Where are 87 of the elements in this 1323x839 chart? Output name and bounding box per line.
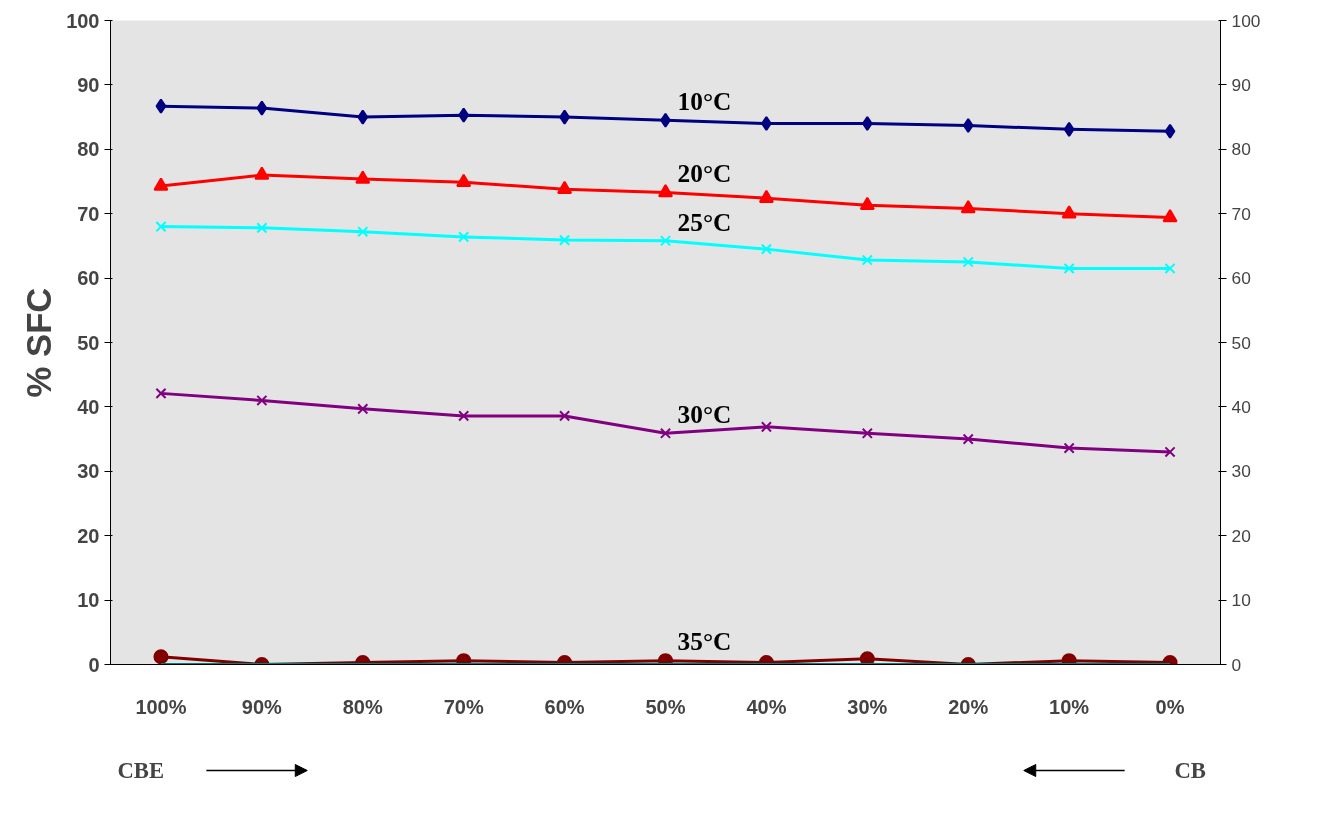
point	[962, 256, 974, 268]
text: CB	[1174, 758, 1206, 783]
text: CBE	[117, 758, 165, 783]
point	[962, 117, 974, 133]
point	[1164, 446, 1176, 458]
point	[458, 107, 470, 123]
y2-tick-label: 60	[1231, 268, 1251, 289]
x-tick-label: 0%	[1155, 695, 1185, 718]
point	[153, 649, 169, 665]
point	[659, 235, 672, 247]
point	[357, 226, 369, 238]
point	[155, 98, 167, 114]
y-tick-label: 90	[77, 73, 100, 96]
y2-tick-label: 20	[1231, 525, 1251, 546]
y-axis-title: % SFC	[20, 287, 59, 398]
point	[557, 180, 573, 194]
point	[962, 433, 974, 445]
point	[558, 410, 571, 422]
y-tick-label: 20	[77, 524, 100, 547]
y-tick-label: 30	[77, 460, 100, 483]
y-tick-label: 80	[77, 138, 100, 161]
point	[859, 196, 875, 211]
point	[861, 116, 873, 132]
x-tick-label: 40%	[746, 695, 787, 718]
point	[658, 653, 673, 665]
y2-tick-label: 90	[1231, 74, 1251, 95]
point	[1061, 653, 1077, 665]
y2-tick-label: 10	[1231, 590, 1251, 611]
y2-tick-label: 100	[1231, 10, 1261, 31]
point	[758, 189, 774, 203]
point	[153, 177, 169, 191]
series-label: 20°C	[677, 159, 732, 188]
y-tick-label: 10	[77, 589, 100, 612]
y-tick-label: 60	[77, 267, 100, 290]
series-label: 30°C	[677, 400, 732, 429]
point	[456, 173, 472, 187]
point	[1063, 262, 1075, 275]
point	[357, 109, 369, 125]
y2-tick-label: 70	[1231, 203, 1251, 224]
y-tick-label: 70	[77, 202, 100, 225]
y2-tick-label: 50	[1231, 332, 1251, 353]
series-label: 25°C	[677, 207, 732, 236]
point	[355, 170, 371, 184]
point	[1061, 205, 1077, 219]
point	[456, 653, 472, 665]
point	[458, 231, 470, 243]
point	[254, 166, 270, 180]
y2-tick-label: 0	[1231, 654, 1242, 675]
point	[861, 254, 873, 266]
y-tick-label: 0	[88, 653, 100, 676]
x-tick-label: 60%	[544, 695, 585, 718]
x-tick-label: 70%	[443, 695, 484, 718]
point	[155, 220, 167, 233]
x-tick-label: 20%	[948, 695, 989, 718]
y2-tick-label: 40	[1231, 396, 1251, 417]
point	[1063, 121, 1075, 137]
x-tick-label: 80%	[342, 695, 383, 718]
point	[760, 421, 773, 433]
y-tick-label: 40	[77, 395, 100, 418]
series-label: 10°C	[677, 87, 732, 116]
point	[256, 394, 268, 407]
point	[859, 651, 875, 665]
y2-tick-label: 80	[1231, 139, 1251, 160]
point	[256, 222, 268, 234]
point	[1162, 209, 1178, 223]
y-tick-label: 100	[66, 9, 100, 32]
point	[861, 427, 873, 439]
point	[1164, 123, 1176, 139]
point	[760, 243, 773, 255]
point	[658, 183, 673, 198]
point	[659, 427, 672, 439]
point	[1063, 442, 1075, 454]
x-tick-label: 50%	[645, 695, 686, 718]
series-label: 35°C	[677, 627, 732, 656]
y-tick-label: 50	[77, 331, 100, 354]
point	[558, 234, 571, 246]
x-tick-label: 90%	[241, 695, 283, 718]
point	[458, 410, 470, 422]
x-tick-label: 10%	[1049, 695, 1090, 718]
point	[155, 387, 167, 399]
x-tick-label: 100%	[135, 695, 187, 718]
point	[357, 403, 369, 415]
point	[960, 200, 976, 214]
point	[256, 100, 268, 116]
point	[1164, 262, 1176, 275]
x-tick-label: 30%	[847, 695, 888, 718]
y2-tick-label: 30	[1231, 461, 1251, 482]
